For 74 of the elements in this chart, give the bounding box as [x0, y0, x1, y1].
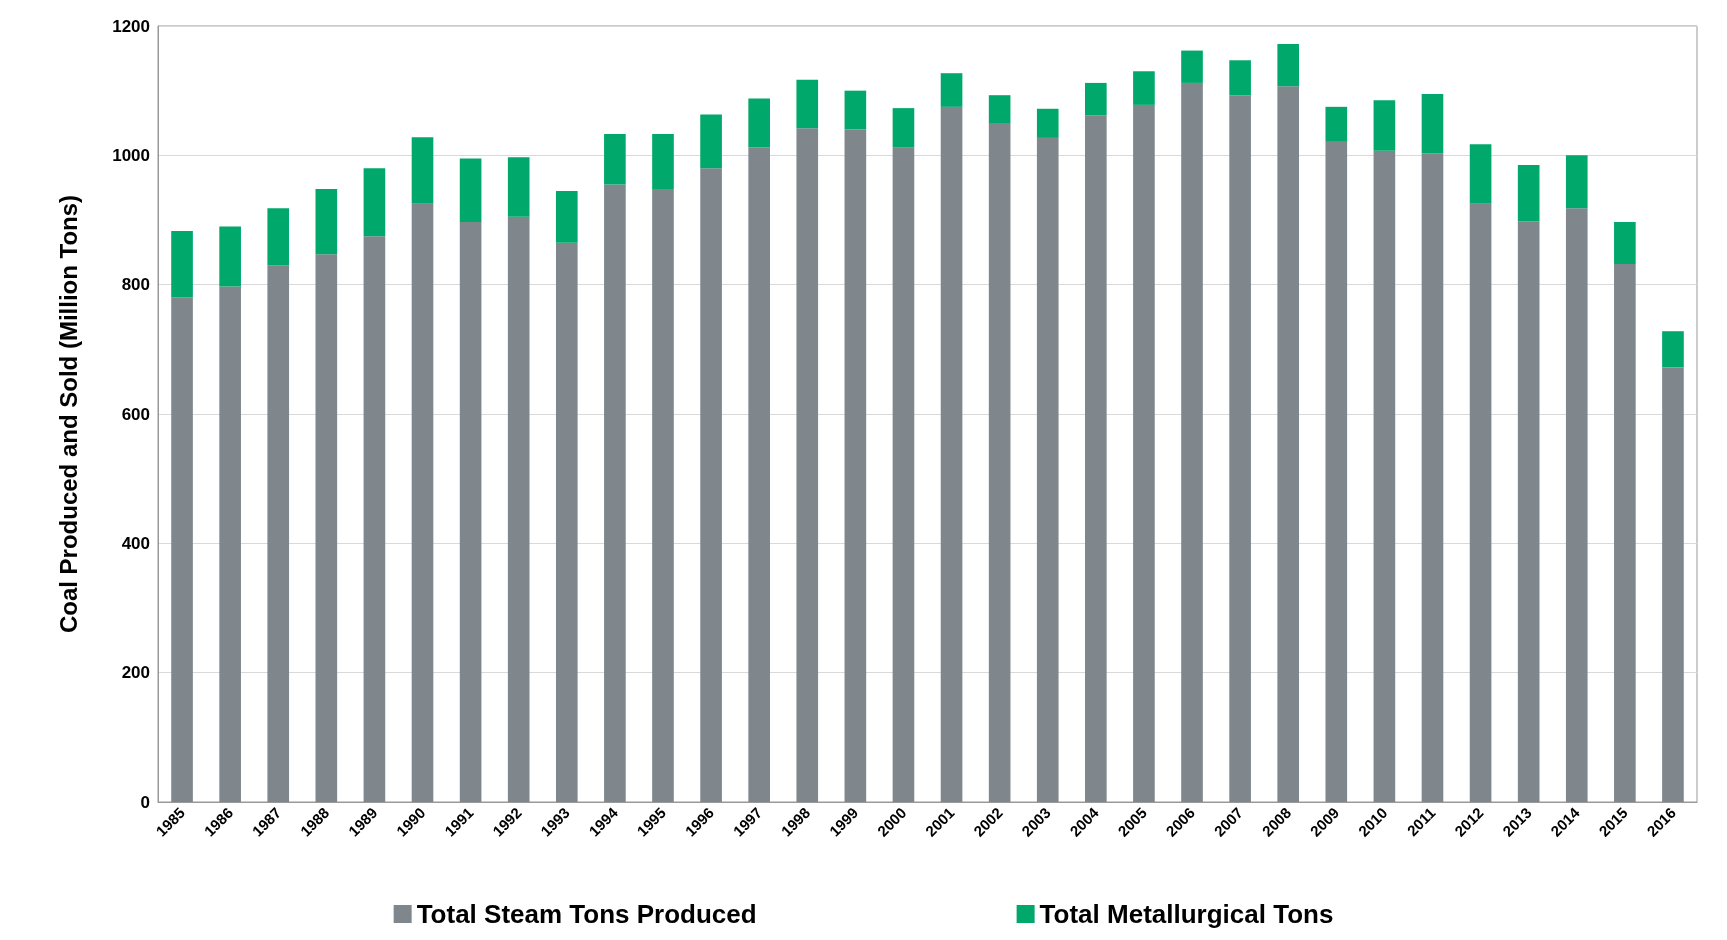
bar [892, 147, 915, 802]
bar [1662, 331, 1684, 368]
bar [1517, 221, 1540, 802]
bar [459, 221, 482, 802]
bar [652, 133, 674, 189]
bar [748, 147, 770, 802]
bar [1469, 203, 1492, 802]
bar [171, 297, 193, 802]
bar [1277, 86, 1300, 802]
bar [219, 286, 241, 802]
bar [604, 133, 626, 185]
bar [507, 157, 530, 217]
legend-label: Total Steam Tons Produced [416, 899, 757, 929]
bar [1614, 263, 1636, 802]
bar [411, 203, 434, 802]
bar [459, 158, 482, 222]
bar [1277, 44, 1300, 87]
bar [1565, 208, 1588, 802]
bar [988, 123, 1011, 802]
y-tick-label: 1000 [112, 145, 150, 165]
bar [1517, 165, 1540, 222]
bar [1662, 367, 1684, 802]
bar [988, 95, 1011, 123]
bar [1325, 141, 1348, 802]
bar [1229, 60, 1251, 96]
bar [411, 137, 434, 204]
y-tick-label: 1200 [112, 16, 150, 36]
y-tick-label: 0 [140, 792, 150, 812]
bar [507, 216, 530, 802]
bar [652, 188, 674, 802]
bar [171, 230, 193, 298]
bar [940, 106, 963, 802]
bar [1085, 82, 1107, 116]
bar [1614, 221, 1636, 264]
bar [1229, 95, 1251, 802]
bar [1181, 82, 1203, 802]
bar [1036, 137, 1059, 802]
y-tick-label: 400 [121, 533, 150, 553]
bar [555, 242, 578, 802]
bar [1133, 71, 1155, 105]
bar [844, 129, 867, 802]
bar [1373, 150, 1396, 802]
y-tick-label: 600 [121, 404, 150, 424]
y-tick-label: 800 [121, 275, 150, 295]
bar [1565, 155, 1588, 209]
bar [315, 254, 338, 802]
bar [1181, 50, 1203, 83]
bar [844, 90, 867, 130]
bar [748, 98, 770, 148]
bar [1421, 93, 1444, 154]
bar [892, 108, 915, 148]
bar [940, 73, 963, 107]
bar [1373, 100, 1396, 151]
bar [1325, 106, 1348, 142]
bar [363, 236, 386, 802]
bar [219, 226, 241, 287]
bar [700, 114, 722, 169]
bar [1469, 144, 1492, 204]
bar [1036, 108, 1059, 138]
bar [1085, 115, 1107, 802]
bar [267, 208, 290, 266]
bar [555, 190, 578, 243]
bar [604, 184, 626, 802]
bar [315, 188, 338, 255]
bar [796, 79, 819, 129]
bar [700, 168, 722, 802]
bar [363, 168, 386, 237]
y-tick-label: 200 [121, 663, 150, 683]
bar [1421, 153, 1444, 802]
bar [267, 265, 290, 802]
legend-label: Total Metallurgical Tons [1039, 899, 1334, 929]
bar [796, 128, 819, 802]
y-axis-title: Coal Produced and Sold (Million Tons) [54, 194, 82, 634]
bar [1133, 104, 1155, 802]
